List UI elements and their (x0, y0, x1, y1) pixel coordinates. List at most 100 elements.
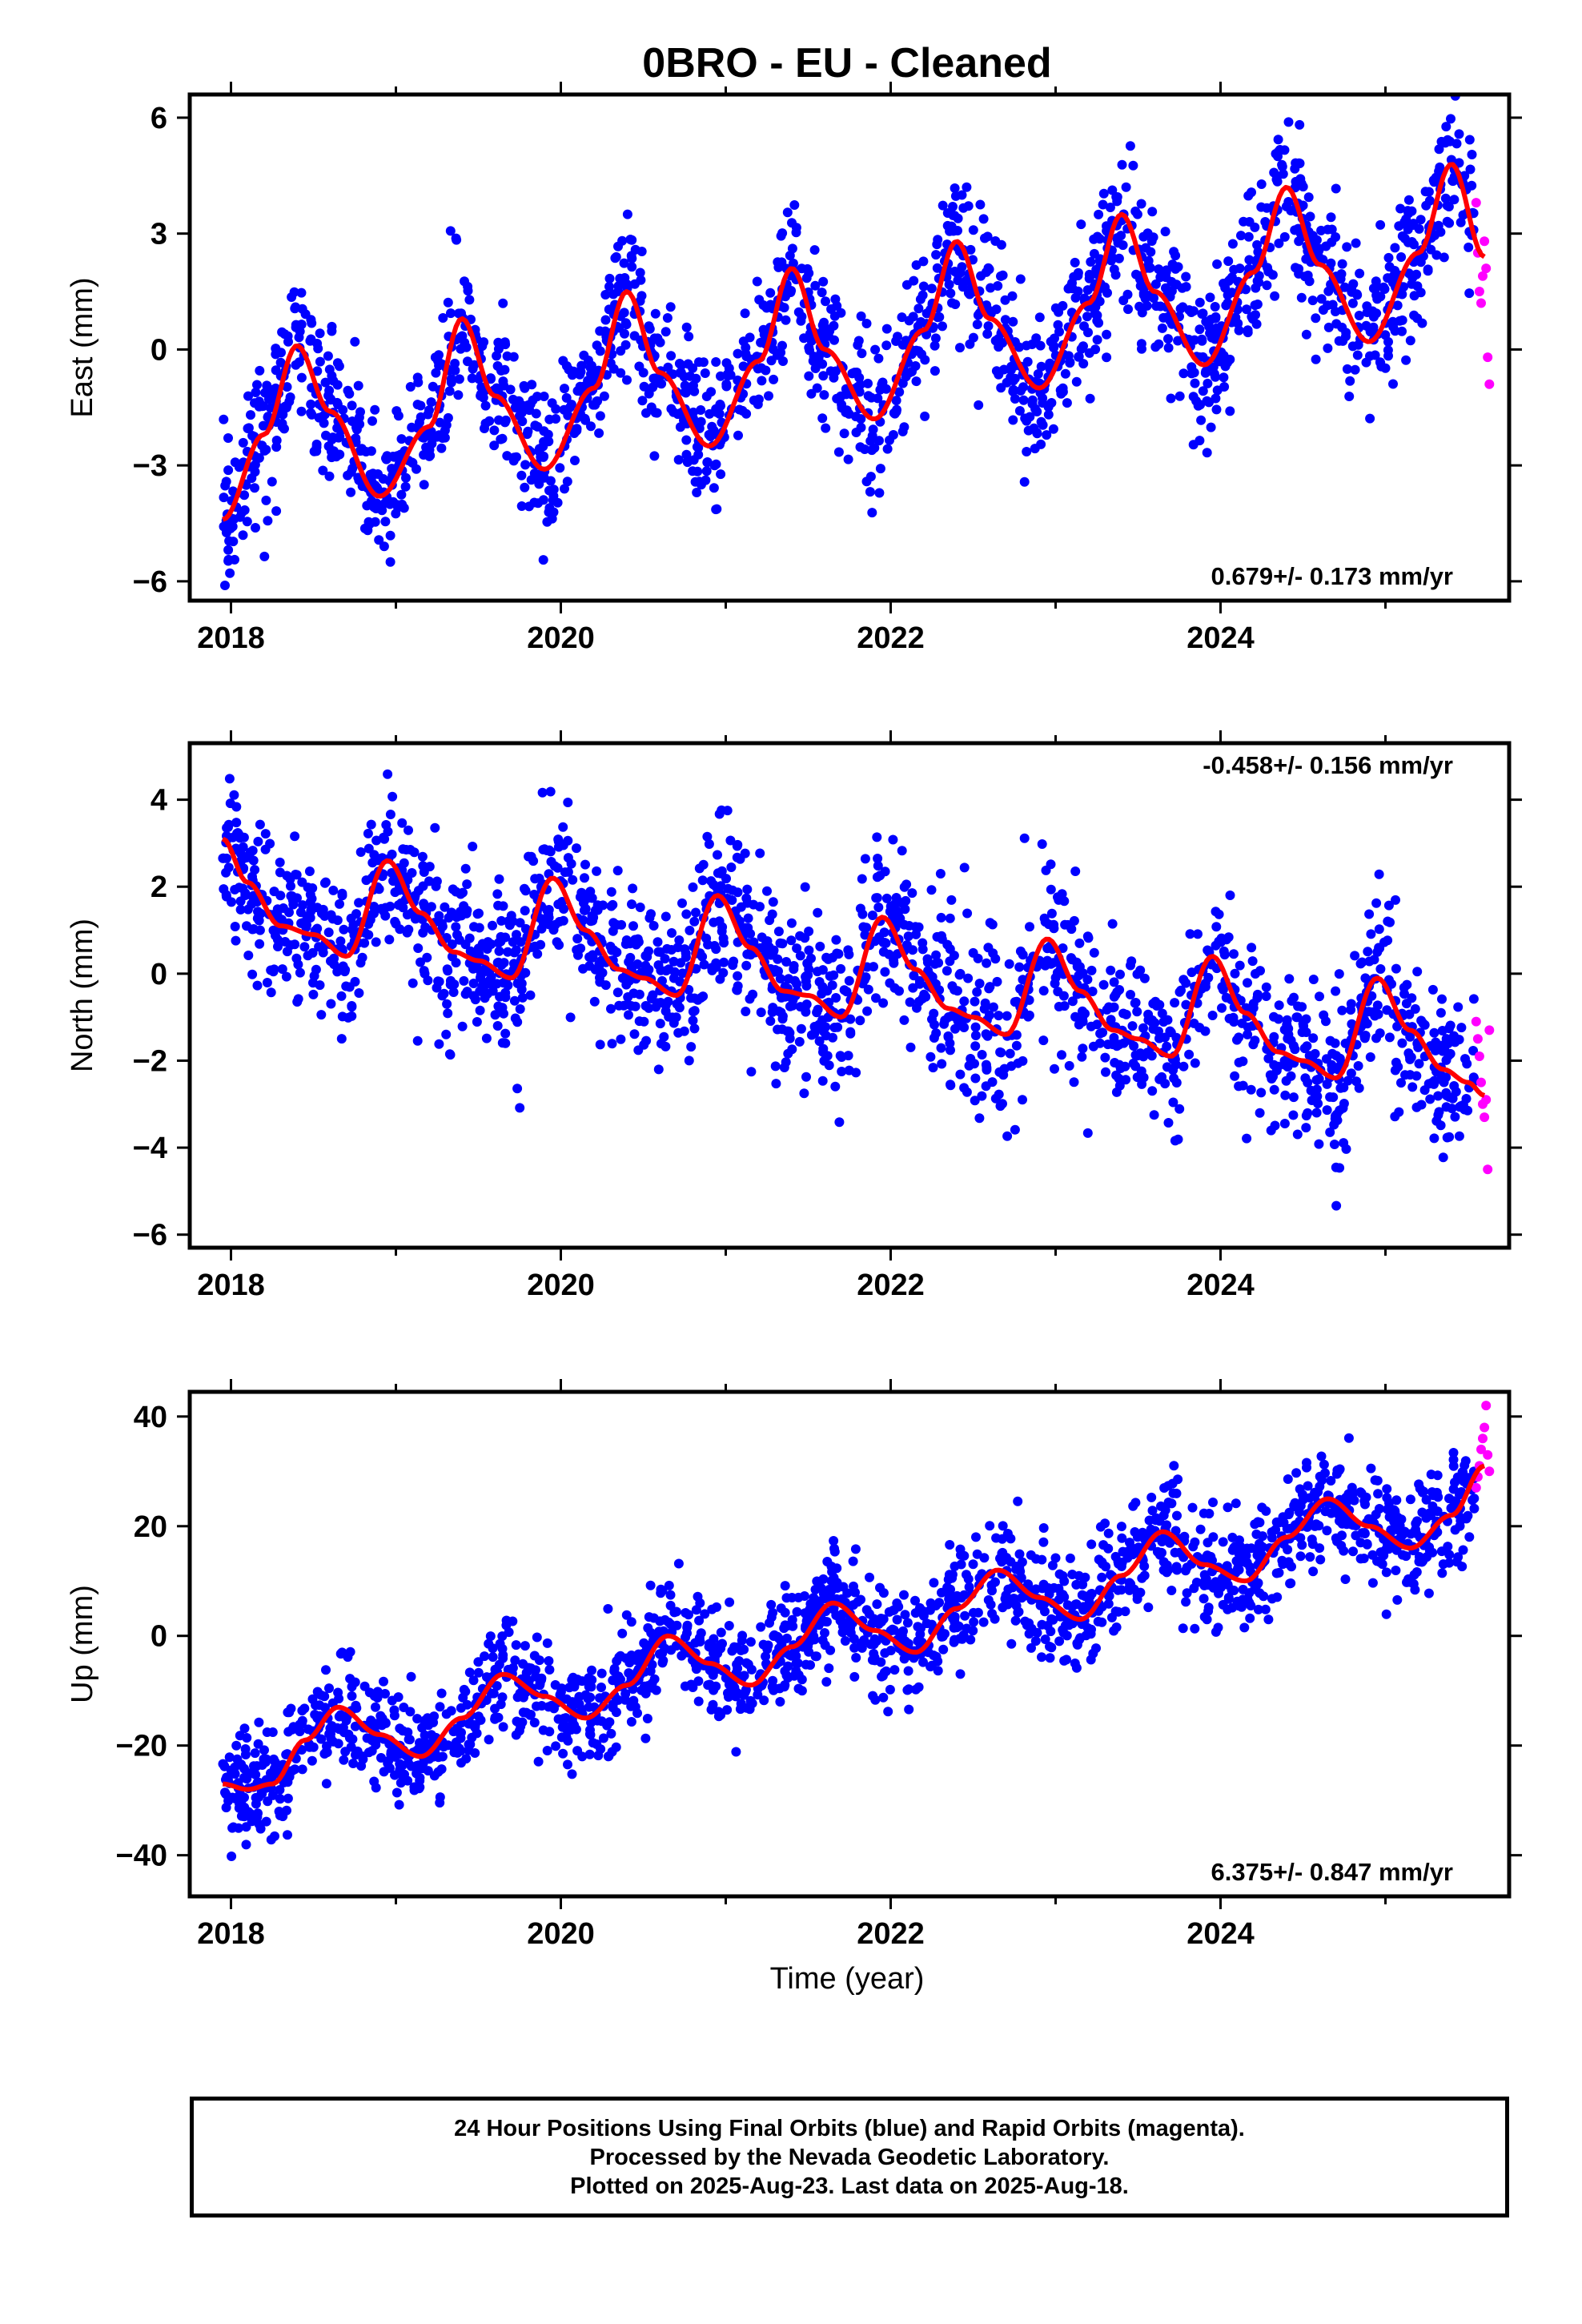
final-orbit-point (488, 1652, 498, 1663)
final-orbit-point (851, 428, 861, 437)
model-fit-line (222, 162, 1486, 522)
final-orbit-point (1374, 943, 1384, 953)
final-orbit-point (1054, 1569, 1065, 1579)
final-orbit-point (451, 922, 461, 932)
final-orbit-point (1040, 917, 1050, 927)
final-orbit-point (441, 1029, 452, 1039)
final-orbit-point (1301, 329, 1311, 340)
final-orbit-point (417, 851, 428, 862)
y-axis-title: East (mm) (66, 277, 99, 417)
final-orbit-point (1058, 991, 1069, 1001)
final-orbit-point (1464, 135, 1475, 145)
final-orbit-point (1438, 1152, 1448, 1163)
final-orbit-point (1244, 1588, 1255, 1598)
final-orbit-point (1252, 993, 1263, 1003)
final-orbit-point (1247, 956, 1258, 967)
final-orbit-point (219, 414, 229, 424)
final-orbit-point (1329, 1140, 1339, 1149)
final-orbit-point (689, 1006, 700, 1016)
final-orbit-point (1272, 171, 1283, 182)
final-orbit-point (315, 328, 325, 339)
final-orbit-point (266, 987, 276, 998)
rapid-orbit-point (1480, 1112, 1490, 1123)
final-orbit-point (935, 869, 946, 879)
final-orbit-point (934, 312, 945, 322)
final-orbit-point (282, 400, 292, 411)
rapid-orbit-point (1481, 263, 1492, 274)
final-orbit-point (586, 360, 596, 371)
final-orbit-point (655, 947, 665, 957)
final-orbit-point (419, 899, 429, 909)
final-orbit-point (1303, 192, 1314, 203)
final-orbit-point (1301, 1123, 1311, 1133)
final-orbit-point (773, 966, 783, 976)
final-orbit-point (539, 392, 549, 401)
final-orbit-point (801, 976, 811, 987)
final-orbit-point (1230, 968, 1240, 979)
final-orbit-point (464, 1667, 475, 1678)
rate-annotation: 0.679+/- 0.173 mm/yr (1211, 562, 1453, 590)
final-orbit-point (476, 972, 485, 983)
final-orbit-point (460, 989, 471, 999)
final-orbit-point (1067, 278, 1077, 288)
final-orbit-point (363, 525, 373, 536)
final-orbit-point (1086, 965, 1097, 975)
final-orbit-point (888, 834, 898, 845)
final-orbit-point (584, 961, 595, 971)
final-orbit-point (1360, 973, 1371, 983)
final-orbit-point (830, 294, 841, 304)
final-orbit-point (283, 331, 293, 341)
final-orbit-point (938, 321, 947, 332)
final-orbit-point (903, 1666, 913, 1676)
final-orbit-point (579, 381, 589, 392)
final-orbit-point (1135, 1048, 1146, 1059)
final-orbit-point (1403, 195, 1414, 205)
final-orbit-point (652, 937, 663, 947)
final-orbit-point (355, 847, 366, 857)
final-orbit-point (937, 931, 946, 941)
final-orbit-point (1344, 392, 1355, 401)
final-orbit-point (688, 466, 698, 476)
final-orbit-point (968, 1559, 978, 1570)
rapid-orbit-point (1484, 1025, 1495, 1035)
final-orbit-point (468, 979, 479, 988)
final-orbit-point (1331, 1111, 1340, 1121)
final-orbit-point (492, 383, 502, 393)
final-orbit-point (529, 468, 540, 479)
final-orbit-point (263, 516, 273, 526)
final-orbit-point (681, 388, 691, 398)
rapid-orbit-point (1476, 298, 1486, 308)
final-orbit-point (1262, 280, 1272, 291)
final-orbit-point (800, 882, 810, 892)
final-orbit-point (1216, 933, 1227, 943)
final-orbit-point (973, 953, 983, 963)
final-orbit-point (297, 1764, 307, 1775)
final-orbit-point (1117, 159, 1127, 170)
final-orbit-point (777, 992, 786, 1003)
final-orbit-point (1301, 1027, 1311, 1037)
final-orbit-point (538, 495, 548, 505)
final-orbit-point (732, 985, 742, 995)
final-orbit-point (996, 271, 1006, 281)
final-orbit-point (929, 1578, 939, 1588)
final-orbit-point (786, 918, 797, 928)
final-orbit-point (344, 982, 355, 992)
final-orbit-point (1311, 354, 1321, 364)
final-orbit-point (1006, 361, 1017, 372)
final-orbit-point (1263, 1053, 1274, 1063)
final-orbit-point (1243, 978, 1252, 988)
final-orbit-point (821, 296, 830, 307)
final-orbit-point (308, 989, 319, 999)
final-orbit-point (1242, 1133, 1252, 1144)
final-orbit-point (1166, 393, 1176, 404)
final-orbit-point (1127, 1021, 1138, 1031)
final-orbit-point (261, 1816, 271, 1827)
final-orbit-point (1174, 1104, 1185, 1114)
y-tick-label: 6 (151, 102, 167, 135)
final-orbit-point (1350, 364, 1360, 375)
final-orbit-point (1291, 263, 1301, 273)
final-orbit-point (1322, 1079, 1332, 1089)
rapid-orbit-point (1472, 1034, 1483, 1044)
final-orbit-point (322, 1747, 332, 1758)
final-orbit-point (367, 416, 377, 426)
